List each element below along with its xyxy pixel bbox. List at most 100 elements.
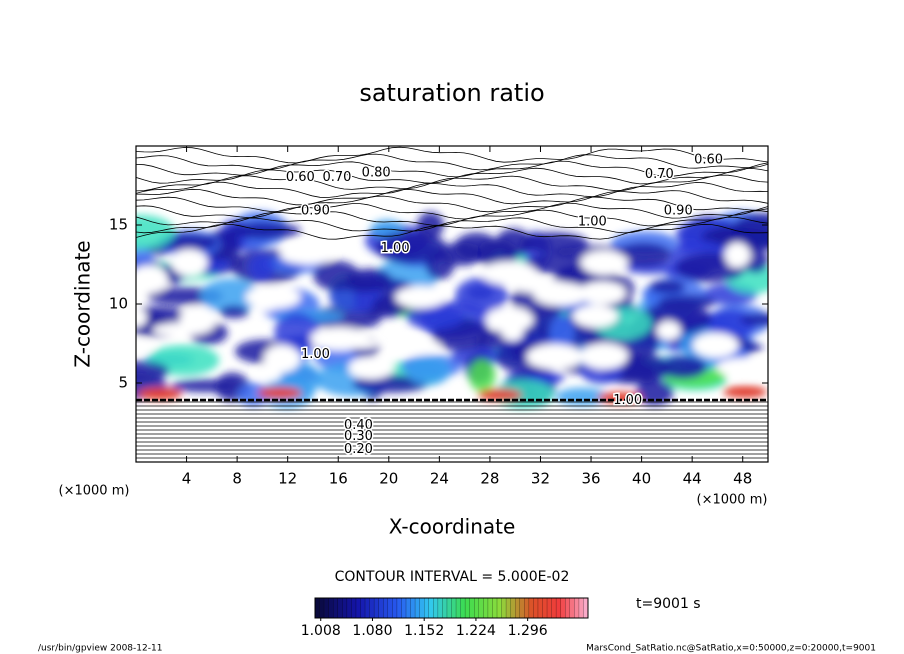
colorbar-cell <box>569 598 575 618</box>
blob <box>406 303 464 331</box>
hole <box>136 265 169 294</box>
x-tick-label: 36 <box>581 470 600 488</box>
colorbar-cell <box>556 598 561 618</box>
contour-label: 0.60 <box>286 170 315 185</box>
colorbar-cell <box>360 598 366 618</box>
contour-line <box>136 209 768 227</box>
colorbar-cell <box>392 598 398 618</box>
colorbar-cell <box>542 598 548 618</box>
colorbar-cell <box>342 598 348 618</box>
hole <box>692 332 739 358</box>
x-tick-label: 20 <box>379 470 398 488</box>
x-tick-label: 44 <box>683 470 702 488</box>
hole <box>717 357 768 378</box>
colorbar-frame <box>314 597 589 619</box>
colorbar-cell <box>428 598 434 618</box>
colorbar-cell <box>501 598 507 618</box>
contour-label: 1.00 <box>381 241 410 256</box>
colorbar-cell <box>565 598 571 618</box>
y-tick-label: 15 <box>109 216 128 234</box>
contour-line <box>136 153 768 171</box>
contour-line <box>136 160 768 178</box>
blob <box>468 359 496 393</box>
chart-title: saturation ratio <box>359 79 544 107</box>
color-fill <box>136 210 768 409</box>
colorbar-cell <box>456 598 461 618</box>
hole <box>579 343 628 370</box>
hole <box>656 320 681 341</box>
blob <box>649 280 686 294</box>
blob <box>136 360 169 382</box>
hole <box>179 306 217 334</box>
x-axis-label: X-coordinate <box>389 515 516 539</box>
colorbar-cell <box>483 598 489 618</box>
hole <box>578 281 626 305</box>
colorbar-cell <box>387 598 393 618</box>
colorbar-cell <box>406 598 411 618</box>
blob <box>740 313 768 326</box>
contour-line <box>136 146 768 164</box>
contour-line <box>136 223 768 240</box>
colorbar-cell <box>469 598 475 618</box>
hole <box>170 249 208 276</box>
contour-line <box>136 188 768 206</box>
colorbar-cell <box>346 598 352 618</box>
y-tick-label: 5 <box>118 374 128 392</box>
colorbar-cell <box>560 598 566 618</box>
contour-line <box>136 216 768 234</box>
blob <box>519 232 588 254</box>
hole <box>310 327 368 351</box>
x-tick-label: 40 <box>632 470 651 488</box>
blob <box>136 214 176 250</box>
colorbar-cell <box>524 598 530 618</box>
x-tick-label: 24 <box>430 470 449 488</box>
time-label: t=9001 s <box>636 596 701 612</box>
blob <box>455 277 508 315</box>
colorbar-cell <box>528 598 534 618</box>
contour-label: 0.70 <box>645 167 674 182</box>
hole <box>136 308 148 328</box>
blob <box>548 315 575 351</box>
blob <box>352 375 429 393</box>
colorbar-cell <box>433 598 439 618</box>
colorbar-cell <box>451 598 457 618</box>
x-tick-label: 8 <box>232 470 242 488</box>
x-tick-label: 16 <box>329 470 348 488</box>
colorbar-cell <box>369 598 375 618</box>
blob <box>659 355 707 379</box>
x-tick-label: 4 <box>182 470 192 488</box>
colorbar-cell <box>492 598 498 618</box>
blob <box>723 386 767 398</box>
colorbar-cell <box>487 598 493 618</box>
colorbar-cell <box>315 598 320 618</box>
y-axis-label: Z-coordinate <box>71 240 95 367</box>
colorbar-cell <box>478 598 484 618</box>
colorbar-cell <box>424 598 430 618</box>
colorbar-tick-label: 1.152 <box>404 623 444 639</box>
blob <box>614 242 673 267</box>
colorbar-cell <box>537 598 543 618</box>
blob <box>258 387 302 399</box>
hole <box>526 343 583 370</box>
hole <box>280 246 334 265</box>
contour-label: 1.00 <box>578 214 607 229</box>
colorbar-cell <box>510 598 516 618</box>
x-tick-label: 32 <box>531 470 550 488</box>
colorbar-cell <box>328 598 334 618</box>
hole <box>572 304 619 328</box>
colorbar-tick-label: 1.224 <box>456 623 496 639</box>
colorbar-cell <box>574 598 580 618</box>
colorbar-cell <box>515 598 521 618</box>
colorbar-cell <box>319 598 325 618</box>
colorbar-cell <box>383 598 389 618</box>
blob <box>615 353 670 384</box>
x-tick-label: 12 <box>278 470 297 488</box>
colorbar-cell <box>551 598 557 618</box>
hole <box>580 250 628 276</box>
x-tick-label: 28 <box>480 470 499 488</box>
contour-label: 0.70 <box>322 170 351 185</box>
colorbar-cell <box>533 598 539 618</box>
blob <box>200 278 260 314</box>
hole <box>348 356 394 380</box>
contour-line <box>136 181 768 198</box>
